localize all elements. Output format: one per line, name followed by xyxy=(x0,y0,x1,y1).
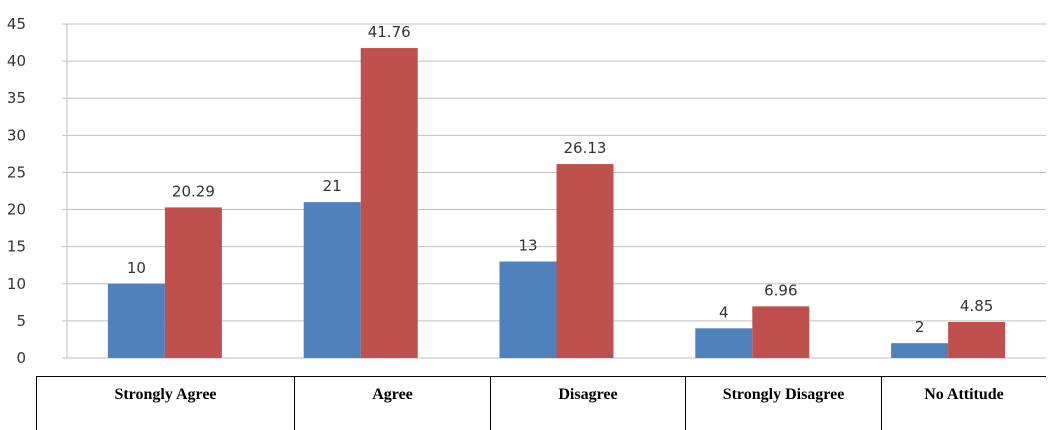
data-label: 2 xyxy=(915,318,925,336)
bars xyxy=(107,48,1006,358)
y-tick-label: 30 xyxy=(7,126,26,144)
data-label: 20.29 xyxy=(172,182,215,200)
bar-series-1 xyxy=(107,283,165,358)
category-label: Strongly Agree xyxy=(36,376,295,430)
bar-series-2 xyxy=(948,322,1006,358)
y-tick-label: 15 xyxy=(7,238,26,256)
bar-series-2 xyxy=(164,207,222,358)
bar-series-1 xyxy=(891,343,949,358)
category-label: Agree xyxy=(294,376,491,430)
category-label: Strongly Disagree xyxy=(685,376,882,430)
data-label: 21 xyxy=(323,177,342,195)
category-label-table: Strongly Agree Agree Disagree Strongly D… xyxy=(36,376,1046,430)
y-tick-label: 25 xyxy=(7,163,26,181)
bar-series-1 xyxy=(695,328,753,358)
bar-series-2 xyxy=(360,48,418,358)
data-label: 4 xyxy=(719,303,729,321)
bar-series-1 xyxy=(499,261,557,358)
category-label: Disagree xyxy=(490,376,686,430)
y-axis-ticks: 0 5 10 15 20 25 30 35 40 45 xyxy=(7,15,67,367)
y-tick-label: 45 xyxy=(7,15,26,33)
data-labels: 10 21 13 4 2 20.29 41.76 26.13 6.96 4.85 xyxy=(127,23,993,336)
y-tick-label: 20 xyxy=(7,201,26,219)
bar-series-1 xyxy=(303,202,361,358)
y-tick-label: 0 xyxy=(16,349,26,367)
y-tick-label: 10 xyxy=(7,275,26,293)
data-label: 13 xyxy=(518,237,537,255)
data-label: 41.76 xyxy=(368,23,411,41)
y-tick-label: 40 xyxy=(7,52,26,70)
y-tick-label: 35 xyxy=(7,89,26,107)
data-label: 10 xyxy=(127,259,146,277)
y-tick-label: 5 xyxy=(16,312,26,330)
data-label: 6.96 xyxy=(764,281,797,299)
bar-chart: 0 5 10 15 20 25 30 35 40 45 10 21 13 4 2 20.29 41.76 26.… xyxy=(7,15,1046,367)
data-label: 26.13 xyxy=(564,139,607,157)
category-label: No Attitude xyxy=(881,376,1046,430)
bar-series-2 xyxy=(556,164,614,358)
data-label: 4.85 xyxy=(960,297,993,315)
bar-series-2 xyxy=(752,306,810,358)
